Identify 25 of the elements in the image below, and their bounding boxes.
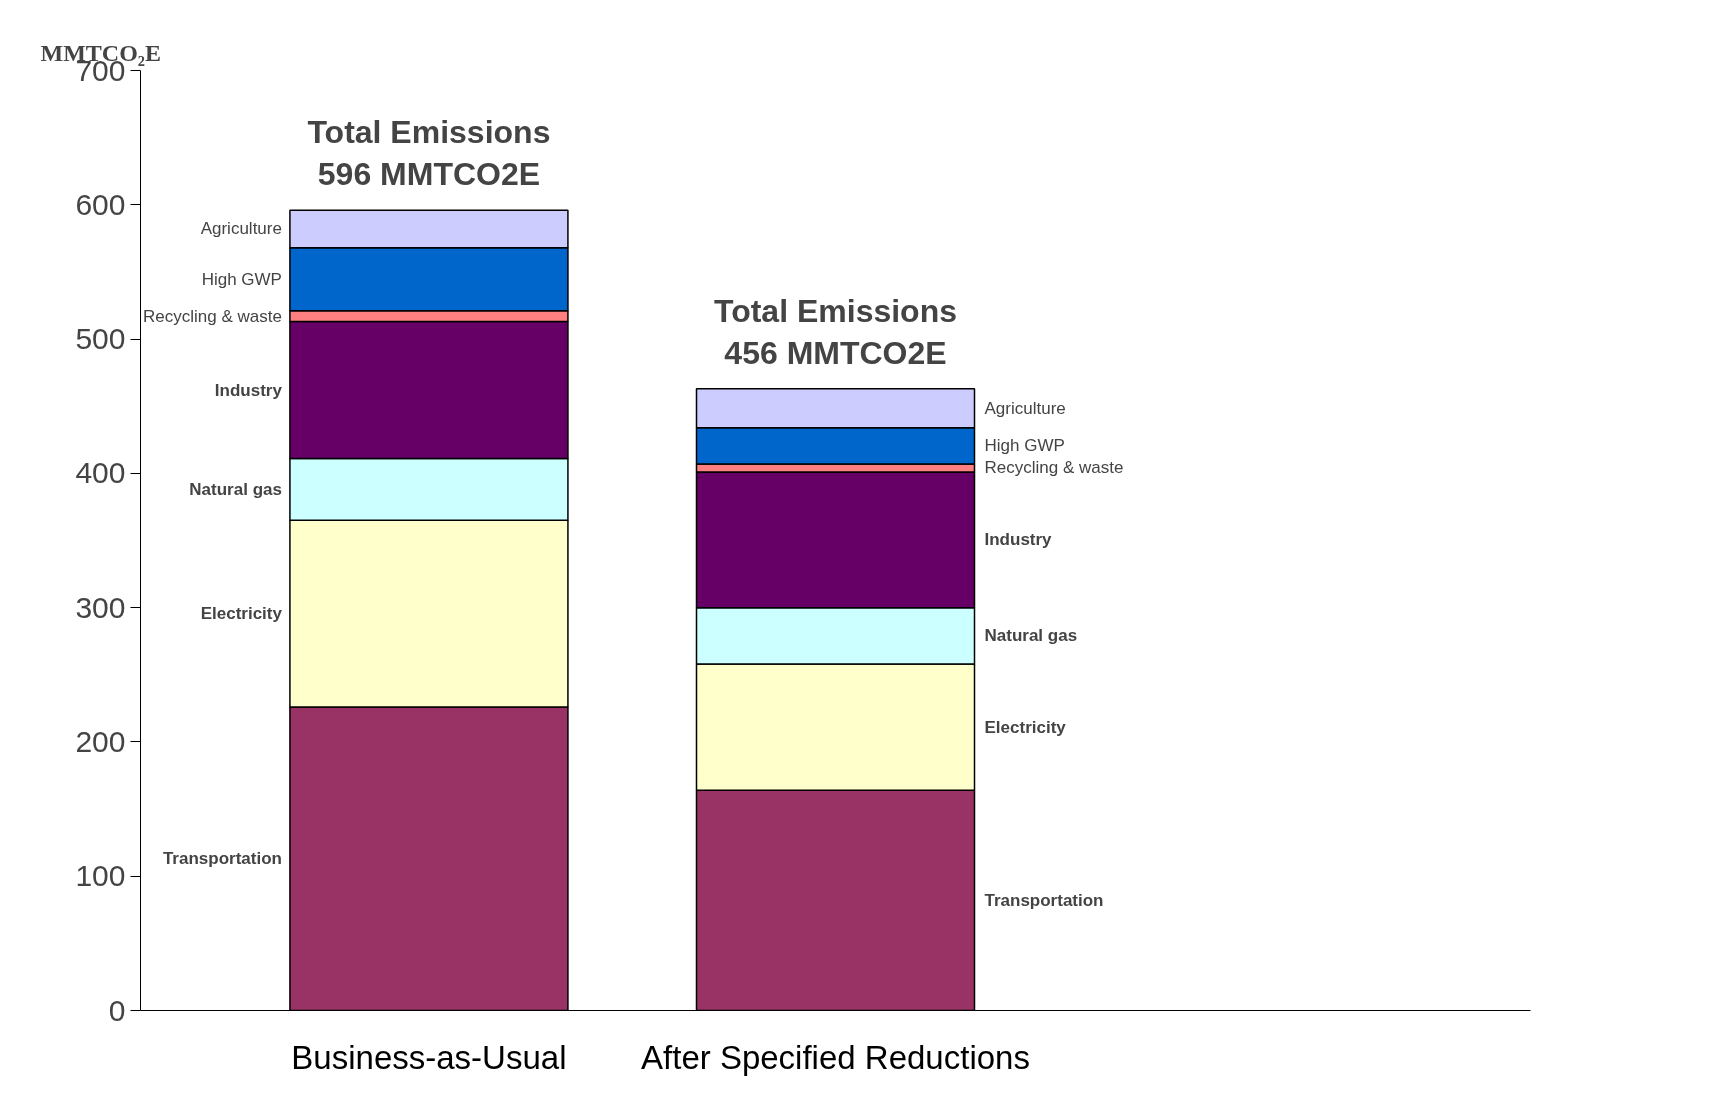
y-tick-label: 500 — [75, 322, 126, 356]
y-tick-label: 100 — [75, 859, 126, 893]
series-label: High GWP — [201, 269, 282, 289]
text: Natural gas — [984, 626, 1078, 646]
annotation: Total Emissions 596 MMTCO2E — [307, 114, 551, 193]
series-label: Electricity — [200, 604, 283, 624]
series-label: Agriculture — [200, 219, 282, 239]
text: High GWP — [984, 436, 1065, 456]
text: Electricity — [984, 717, 1066, 737]
text: Industry — [984, 530, 1052, 550]
text: Transportation — [984, 890, 1104, 910]
series-label: Natural gas — [189, 479, 282, 499]
series-label: Transportation — [162, 849, 282, 869]
y-tick-label: 0 — [108, 993, 126, 1027]
x-tick-label: After Specified Reductions — [641, 1038, 1030, 1076]
x-tick-label: Business-as-Usual — [291, 1038, 567, 1076]
y-tick-label: 200 — [75, 724, 126, 758]
text: Recycling & waste — [984, 458, 1124, 478]
y-tick-label: 600 — [75, 187, 126, 221]
annotation: Total Emissions 456 MMTCO2E — [713, 292, 958, 371]
text: Agriculture — [984, 398, 1066, 418]
series-label: Recycling & waste — [143, 306, 282, 326]
y-tick-label: 300 — [75, 590, 126, 624]
y-tick-label: 400 — [75, 456, 126, 490]
series-label: Industry — [214, 380, 283, 400]
